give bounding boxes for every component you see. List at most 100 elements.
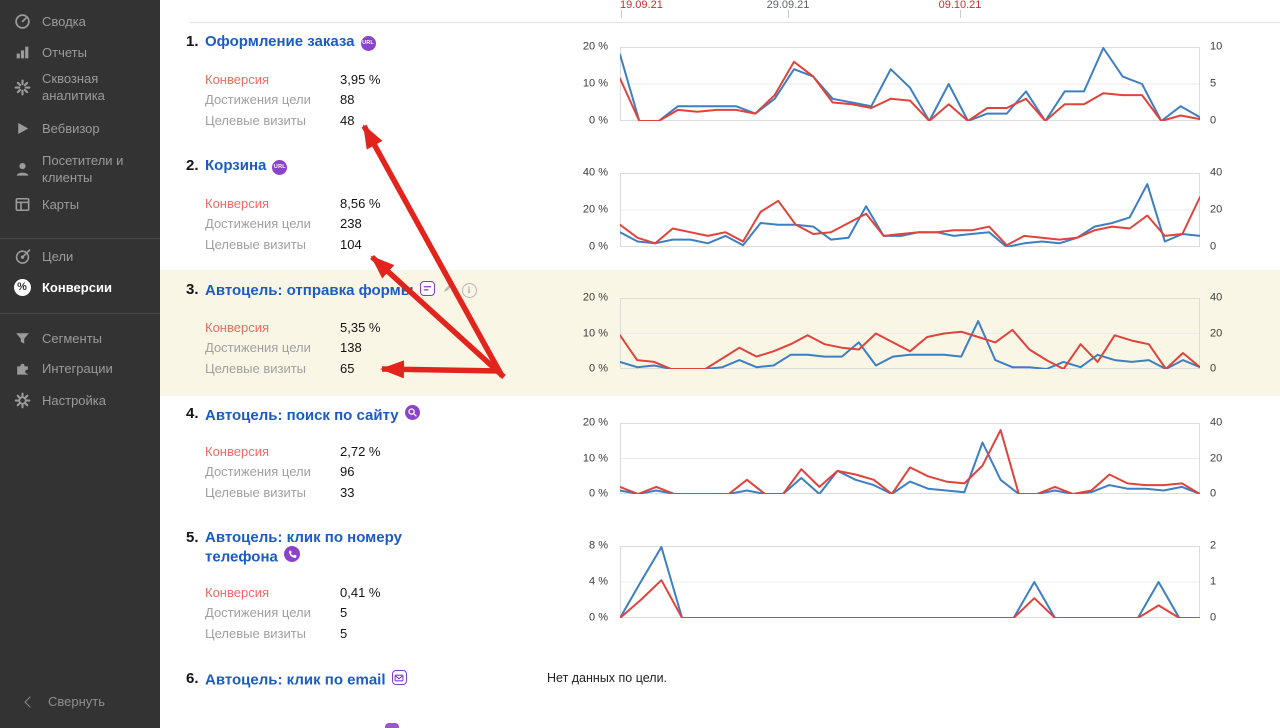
goal-title-link[interactable]: Автоцель: поиск по сайту (205, 405, 420, 424)
sidebar-item-label: Сквозная аналитика (42, 71, 105, 103)
goal-title-link[interactable]: Автоцель: клик по номеру телефона (205, 529, 473, 566)
goal-metrics: Конверсия 0,41 % Достижения цели 5 Целевые… (205, 582, 440, 644)
metric-value-conversion: 0,41 % (340, 584, 381, 600)
window-icon (13, 195, 31, 213)
goal-title-text: Корзина (205, 157, 267, 174)
metric-label-visits: Целевые визиты (205, 360, 307, 376)
person-icon (13, 160, 31, 178)
goal-chart: 20 % 10 % 0 % 40 20 0 (560, 292, 1260, 374)
goal-metrics: Конверсия 3,95 % Достижения цели 88 Целевы… (205, 69, 440, 131)
metric-label-conversion: Конверсия (205, 195, 270, 211)
url-badge: URL (360, 36, 376, 51)
sidebar-item-settings[interactable]: Настройка (0, 391, 160, 409)
goal-title-link[interactable]: Автоцель: отправка формы i (205, 281, 477, 299)
metric-label-conversion: Конверсия (205, 319, 270, 335)
sidebar-item-label: Цели (42, 248, 74, 264)
metric-label-visits: Целевые визиты (205, 112, 307, 128)
metric-label-conversion: Конверсия (205, 71, 270, 87)
metric-value-visits: 65 (340, 360, 355, 376)
date-label: 09.10.21 (938, 0, 982, 11)
sidebar-collapse-label: Свернуть (48, 694, 106, 709)
y-axis-left-tick: 20 % (582, 203, 608, 216)
goal-number: 5. (186, 529, 199, 546)
y-axis-right-tick: 40 (1210, 416, 1223, 429)
y-axis-left-tick: 0 % (589, 487, 608, 500)
sidebar-collapse-button[interactable]: Свернуть (0, 694, 160, 709)
sidebar-item-integrations[interactable]: Интеграции (0, 359, 160, 377)
chart-plot (619, 546, 1201, 619)
sidebar-item-label: Карты (42, 196, 80, 212)
chart-plot (619, 423, 1201, 495)
goal-title-link[interactable]: Автоцель: клик по email (205, 670, 407, 689)
metric-value-visits: 104 (340, 236, 362, 252)
y-axis-left-tick: 0 % (589, 240, 608, 253)
goal-title-text: Автоцель: поиск по сайту (205, 407, 399, 424)
goal-metrics: Конверсия 8,56 % Достижения цели 238 Целев… (205, 193, 440, 255)
sidebar-item-summary[interactable]: Сводка (0, 12, 160, 30)
sidebar-item-label: Вебвизор (42, 120, 100, 136)
sidebar-item-label: Настройка (42, 392, 106, 408)
metric-value-visits: 5 (340, 625, 348, 641)
y-axis-left-tick: 40 % (582, 166, 608, 179)
percent-icon: % (13, 278, 31, 296)
sidebar-item-cross-analytics[interactable]: Сквозная аналитика (0, 70, 160, 104)
goal-number: 4. (186, 405, 199, 422)
sidebar-item-label: Конверсии (42, 279, 112, 295)
bar-chart-icon (13, 43, 31, 61)
y-axis-right-tick: 40 (1210, 166, 1223, 179)
chart-plot (619, 47, 1201, 122)
metric-label-visits: Целевые визиты (205, 236, 307, 252)
goal-title-link[interactable]: Оформление заказа URL (205, 33, 376, 51)
y-axis-right-tick: 40 (1210, 291, 1223, 304)
y-axis-left-tick: 20 % (582, 291, 608, 304)
y-axis-right-tick: 0 (1210, 611, 1217, 624)
partial-goal-badge (385, 723, 399, 728)
goal-number: 3. (186, 281, 199, 298)
y-axis-right-tick: 0 (1210, 240, 1217, 253)
edit-pencil-icon[interactable] (442, 281, 455, 294)
sidebar-item-maps[interactable]: Карты (0, 195, 160, 213)
y-axis-left-tick: 10 % (582, 327, 608, 339)
sidebar-item-reports[interactable]: Отчеты (0, 43, 160, 61)
sidebar-item-label: Отчеты (42, 44, 87, 60)
target-icon (13, 247, 31, 265)
goal-chart: 40 % 20 % 0 % 40 20 0 (560, 167, 1260, 252)
gauge-icon (13, 12, 31, 30)
goal-chart: 20 % 10 % 0 % 10 5 0 (560, 41, 1260, 126)
y-axis-right-tick: 20 (1210, 203, 1223, 216)
sidebar-item-segments[interactable]: Сегменты (0, 329, 160, 347)
y-axis-right-tick: 10 (1210, 40, 1223, 53)
sidebar-divider (0, 238, 160, 239)
form-badge (419, 281, 435, 296)
metric-label-conversion: Конверсия (205, 584, 270, 600)
goal-number: 6. (186, 670, 199, 687)
burst-icon (13, 78, 31, 96)
sidebar-item-visitors[interactable]: Посетители и клиенты (0, 152, 160, 186)
y-axis-left-tick: 10 % (582, 77, 608, 90)
sidebar-item-conversions[interactable]: % Конверсии (0, 278, 160, 296)
funnel-icon (13, 329, 31, 347)
gear-icon (13, 391, 31, 409)
metric-value-conversion: 2,72 % (340, 443, 381, 459)
y-axis-right-tick: 20 (1210, 452, 1223, 464)
goal-metrics: Конверсия 2,72 % Достижения цели 96 Целевы… (205, 441, 440, 503)
sidebar-item-label: Интеграции (42, 360, 113, 376)
sidebar-item-label: Сводка (42, 13, 86, 29)
metric-value-conversion: 5,35 % (340, 319, 381, 335)
metric-label-reaches: Достижения цели (205, 605, 311, 621)
metric-value-visits: 33 (340, 484, 355, 500)
metric-value-conversion: 3,95 % (340, 71, 381, 87)
sidebar-item-webvisor[interactable]: Вебвизор (0, 119, 160, 137)
date-tick (621, 10, 622, 18)
info-icon[interactable]: i (461, 283, 477, 298)
metric-label-visits: Целевые визиты (205, 625, 307, 641)
y-axis-right-tick: 5 (1210, 77, 1217, 90)
y-axis-right-tick: 0 (1210, 487, 1217, 500)
metric-label-reaches: Достижения цели (205, 464, 311, 480)
sidebar-item-goals[interactable]: Цели (0, 247, 160, 265)
metric-value-conversion: 8,56 % (340, 195, 381, 211)
goal-title-link[interactable]: Корзина URL (205, 157, 288, 175)
url-badge: URL (272, 160, 288, 175)
y-axis-left-tick: 20 % (582, 40, 608, 53)
